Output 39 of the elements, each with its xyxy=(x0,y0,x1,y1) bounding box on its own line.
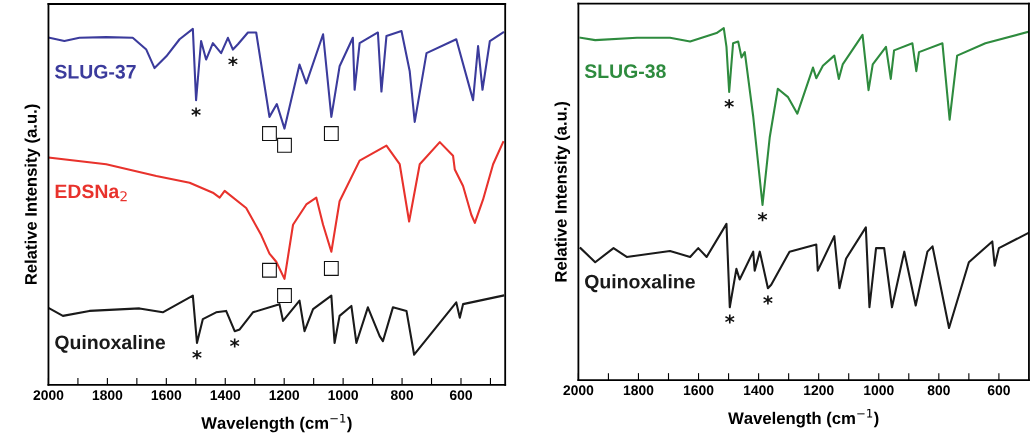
annotation: * xyxy=(757,212,768,222)
x-tick-label: 600 xyxy=(449,390,473,401)
x-tick-label: 800 xyxy=(390,390,414,401)
annotation: □ xyxy=(277,288,292,303)
x-tick-label: 2000 xyxy=(33,390,64,401)
x-tick-label: 800 xyxy=(927,385,950,396)
series-label: Quinoxaline xyxy=(585,274,695,293)
annotation: □ xyxy=(262,126,277,141)
x-tick-label: 1200 xyxy=(269,390,300,401)
annotation: * xyxy=(229,338,240,348)
annotation: * xyxy=(724,99,734,109)
series-label: EDSNa$_{2}$ xyxy=(55,184,127,202)
annotation: * xyxy=(725,314,735,324)
annotation: □ xyxy=(262,262,277,278)
y-axis-title: Relative Intensity (a.u.) xyxy=(554,101,571,282)
x-tick-label: 600 xyxy=(987,385,1010,396)
x-axis-title: Wavelength (cm$^{−1}$) xyxy=(728,409,879,428)
y-axis-title: Relative Intensity (a.u.) xyxy=(24,104,41,285)
x-tick-label: 1400 xyxy=(744,385,774,396)
x-tick-label: 1800 xyxy=(92,390,123,401)
x-tick-label: 1400 xyxy=(210,390,241,401)
annotation: * xyxy=(228,56,238,66)
annotation: * xyxy=(763,295,773,305)
annotation: * xyxy=(191,107,201,117)
x-tick-label: 1000 xyxy=(328,390,358,401)
annotation: * xyxy=(192,350,202,360)
x-tick-label: 1600 xyxy=(683,385,714,396)
annotation: □ xyxy=(323,261,339,276)
series-label: Quinoxaline xyxy=(55,334,166,353)
x-axis-title: Wavelength (cm$^{−1}$) xyxy=(201,413,352,433)
annotation: □ xyxy=(323,126,339,141)
x-tick-label: 1000 xyxy=(864,385,894,396)
annotation: □ xyxy=(277,137,292,153)
series-label: SLUG-37 xyxy=(54,64,136,79)
x-tick-label: 1200 xyxy=(804,385,834,396)
x-tick-label: 1800 xyxy=(623,385,654,396)
x-tick-label: 1600 xyxy=(151,390,182,401)
series-label: SLUG-38 xyxy=(584,64,666,79)
x-tick-label: 2000 xyxy=(563,385,594,396)
